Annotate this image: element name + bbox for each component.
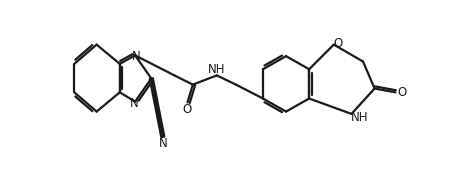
Text: O: O bbox=[397, 86, 406, 99]
Text: N: N bbox=[158, 137, 167, 150]
Text: N: N bbox=[130, 97, 139, 110]
Text: O: O bbox=[333, 37, 342, 50]
Text: O: O bbox=[182, 103, 191, 116]
Text: NH: NH bbox=[350, 111, 368, 124]
Text: NH: NH bbox=[208, 63, 226, 76]
Text: N: N bbox=[132, 50, 141, 63]
